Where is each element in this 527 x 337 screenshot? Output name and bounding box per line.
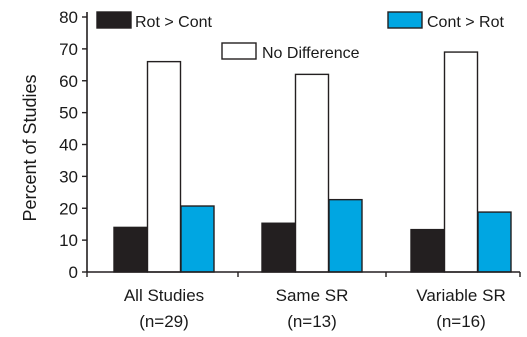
y-tick-label-5: 50 [59,104,78,123]
category-count-2: (n=13) [287,312,337,331]
bar-3-3 [477,211,512,273]
bar-2-2 [294,73,330,273]
y-tick-label-2: 20 [59,199,78,218]
bar-3-1 [180,205,215,273]
category-label-1: All Studies [124,286,204,305]
legend-swatch-1 [96,11,132,29]
legend: Rot > Cont No Difference Cont > Rot [96,11,504,62]
bar-1-3 [410,228,445,273]
y-axis-title: Percent of Studies [20,74,40,221]
bar-1-1 [113,226,148,273]
category-label-3: Variable SR [416,286,505,305]
legend-label-1: Rot > Cont [135,14,212,31]
legend-label-2: No Difference [262,45,360,62]
bar-1-2 [261,222,296,273]
category-count-1: (n=29) [139,312,189,331]
category-count-3: (n=16) [436,312,486,331]
y-tick-label-7: 70 [59,40,78,59]
plot-area: 0 10 20 30 40 50 60 70 80 All Studies (n=29) Same S… [20,8,521,331]
y-tick-label-6: 60 [59,72,78,91]
y-tick-label-8: 80 [59,8,78,27]
bar-2-3 [443,51,479,273]
legend-swatch-3 [387,11,423,29]
bar-2-1 [146,60,182,273]
category-label-2: Same SR [276,286,349,305]
y-tick-label-0: 0 [69,263,78,282]
bar-3-2 [328,198,363,273]
y-tick-label-3: 30 [59,167,78,186]
y-tick-label-4: 40 [59,136,78,155]
y-tick-label-1: 10 [59,231,78,250]
legend-label-3: Cont > Rot [427,14,504,31]
legend-swatch-2 [221,42,257,60]
